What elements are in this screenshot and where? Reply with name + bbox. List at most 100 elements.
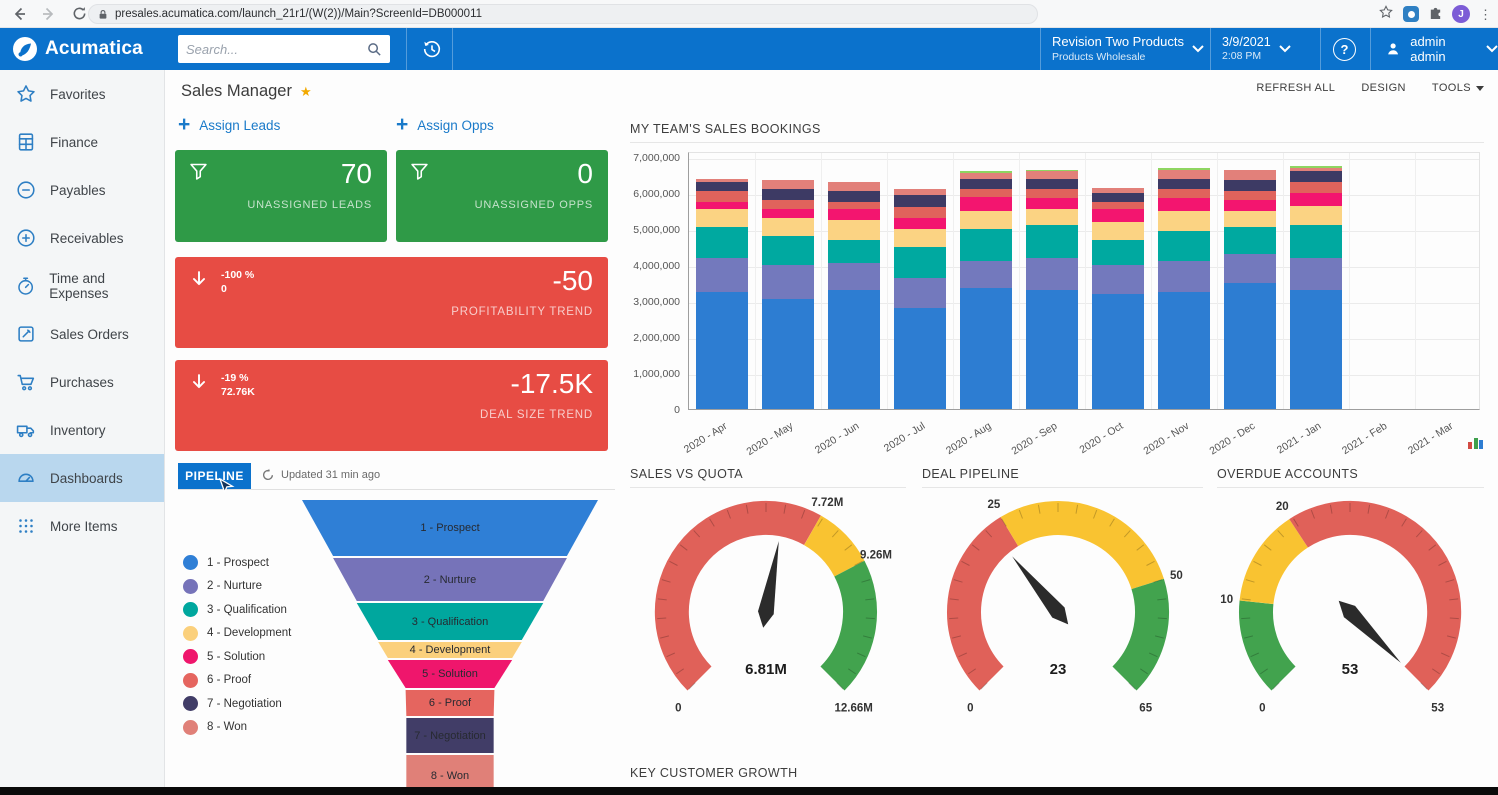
bar-segment-2-nurture[interactable] <box>960 261 1012 289</box>
legend-item[interactable]: 4 - Development <box>183 622 291 646</box>
bar-segment-6-proof[interactable] <box>696 191 748 202</box>
bar-segment-8-won[interactable] <box>696 178 748 183</box>
refresh-icon[interactable] <box>261 468 275 482</box>
bar-segment-2-nurture[interactable] <box>1158 261 1210 292</box>
bar-segment-4-development[interactable] <box>1158 211 1210 231</box>
bar-segment-4-development[interactable] <box>762 218 814 237</box>
bar-segment-7-negotiation[interactable] <box>696 182 748 192</box>
bar-segment-6-proof[interactable] <box>1158 189 1210 199</box>
bar-segment-5-solution[interactable] <box>1290 193 1342 206</box>
bar-segment-6-proof[interactable] <box>762 200 814 210</box>
sidebar-item-dashboards[interactable]: Dashboards <box>0 454 164 502</box>
bar-segment-2-nurture[interactable] <box>1224 254 1276 283</box>
sidebar-item-favorites[interactable]: Favorites <box>0 70 164 118</box>
bar-segment-8-won[interactable] <box>762 180 814 190</box>
bar-segment-1-prospect[interactable] <box>762 299 814 409</box>
bar-segment-6-proof[interactable] <box>1092 202 1144 210</box>
legend-item[interactable]: 8 - Won <box>183 716 291 740</box>
bar-segment-1-prospect[interactable] <box>828 290 880 409</box>
bar-segment-5-solution[interactable] <box>696 202 748 210</box>
bar-segment-other[interactable] <box>1158 167 1210 170</box>
extensions-puzzle-icon[interactable] <box>1428 4 1443 24</box>
address-bar[interactable]: presales.acumatica.com/launch_21r1/(W(2)… <box>88 4 1038 24</box>
bar-segment-3-qualification[interactable] <box>960 229 1012 262</box>
tenant-selector[interactable]: Revision Two Products Products Wholesale <box>1052 28 1204 70</box>
sidebar-item-receivables[interactable]: Receivables <box>0 214 164 262</box>
refresh-all-button[interactable]: REFRESH ALL <box>1256 82 1336 94</box>
browser-reload-icon[interactable] <box>68 3 90 25</box>
funnel-segment[interactable]: 3 - Qualification <box>356 603 544 640</box>
bar-segment-3-qualification[interactable] <box>828 239 880 264</box>
sales-vs-quota-gauge[interactable]: 0 7.72M 9.26M 12.66M 6.81M <box>628 492 908 727</box>
assign-opps-button[interactable]: + Assign Opps <box>396 114 494 135</box>
funnel-segment[interactable]: 2 - Nurture <box>333 558 567 601</box>
kpi-profitability-trend[interactable]: -100 % 0 -50 PROFITABILITY TREND <box>175 257 608 348</box>
bar-segment-3-qualification[interactable] <box>762 236 814 265</box>
sidebar-item-inventory[interactable]: Inventory <box>0 406 164 454</box>
bar-segment-8-won[interactable] <box>1158 169 1210 179</box>
help-button[interactable]: ? <box>1333 28 1356 70</box>
browser-profile-avatar[interactable]: J <box>1452 5 1470 23</box>
sidebar-item-payables[interactable]: Payables <box>0 166 164 214</box>
date-time-selector[interactable]: 3/9/2021 2:08 PM <box>1222 28 1291 70</box>
bar-segment-7-negotiation[interactable] <box>762 189 814 201</box>
bar-segment-8-won[interactable] <box>828 182 880 192</box>
bar-segment-4-development[interactable] <box>894 229 946 247</box>
bar-segment-1-prospect[interactable] <box>1290 290 1342 409</box>
sidebar-item-time-and-expenses[interactable]: Time and Expenses <box>0 262 164 310</box>
legend-item[interactable]: 2 - Nurture <box>183 575 291 599</box>
chart-type-icon[interactable] <box>1468 436 1484 449</box>
bookmark-star-icon[interactable] <box>1378 4 1394 25</box>
bar-segment-4-development[interactable] <box>1092 221 1144 240</box>
bar-segment-2-nurture[interactable] <box>1026 257 1078 291</box>
user-menu[interactable]: admin admin <box>1384 28 1498 70</box>
browser-menu-icon[interactable]: ⋮ <box>1479 6 1492 22</box>
bar-segment-1-prospect[interactable] <box>1158 292 1210 409</box>
design-button[interactable]: DESIGN <box>1361 82 1406 94</box>
bar-segment-3-qualification[interactable] <box>1092 239 1144 265</box>
bar-segment-8-won[interactable] <box>1026 171 1078 179</box>
bar-segment-5-solution[interactable] <box>1026 198 1078 210</box>
bar-segment-2-nurture[interactable] <box>696 257 748 292</box>
overdue-accounts-gauge[interactable]: 0 10 20 53 53 <box>1212 492 1492 727</box>
bar-segment-2-nurture[interactable] <box>762 265 814 300</box>
deal-pipeline-gauge[interactable]: 0 25 50 65 23 <box>920 492 1200 727</box>
bar-segment-5-solution[interactable] <box>828 209 880 220</box>
bar-segment-3-qualification[interactable] <box>1026 225 1078 258</box>
tab-pipeline[interactable]: PIPELINE <box>178 463 251 489</box>
business-date-button[interactable] <box>412 28 452 70</box>
bar-segment-7-negotiation[interactable] <box>1158 178 1210 190</box>
browser-forward-icon[interactable] <box>38 3 60 25</box>
bar-segment-7-negotiation[interactable] <box>1290 171 1342 183</box>
funnel-segment[interactable]: 6 - Proof <box>405 690 495 716</box>
legend-item[interactable]: 5 - Solution <box>183 645 291 669</box>
bar-segment-other[interactable] <box>960 171 1012 174</box>
funnel-segment[interactable]: 8 - Won <box>406 755 494 787</box>
assign-leads-button[interactable]: + Assign Leads <box>178 114 280 135</box>
bar-segment-4-development[interactable] <box>1290 205 1342 226</box>
bar-segment-2-nurture[interactable] <box>1290 257 1342 291</box>
funnel-segment[interactable]: 4 - Development <box>378 642 522 658</box>
legend-item[interactable]: 6 - Proof <box>183 669 291 693</box>
bar-segment-6-proof[interactable] <box>894 207 946 219</box>
bar-segment-3-qualification[interactable] <box>1158 230 1210 262</box>
bar-segment-5-solution[interactable] <box>1158 198 1210 211</box>
bookings-chart[interactable] <box>688 152 1480 410</box>
bar-segment-1-prospect[interactable] <box>1224 283 1276 409</box>
search-input[interactable] <box>186 41 367 57</box>
bar-segment-7-negotiation[interactable] <box>1224 180 1276 192</box>
bar-segment-2-nurture[interactable] <box>894 277 946 309</box>
bar-segment-other[interactable] <box>1026 169 1078 172</box>
bar-segment-1-prospect[interactable] <box>1026 290 1078 409</box>
search-icon[interactable] <box>367 42 382 57</box>
bar-segment-7-negotiation[interactable] <box>1092 193 1144 202</box>
bar-segment-8-won[interactable] <box>1092 187 1144 193</box>
bar-segment-5-solution[interactable] <box>762 209 814 219</box>
favorite-star-icon[interactable]: ★ <box>299 84 312 99</box>
bar-segment-5-solution[interactable] <box>960 196 1012 211</box>
bar-segment-5-solution[interactable] <box>894 218 946 229</box>
bar-segment-8-won[interactable] <box>894 189 946 195</box>
bar-segment-5-solution[interactable] <box>1092 209 1144 222</box>
bar-segment-7-negotiation[interactable] <box>894 194 946 208</box>
bar-segment-6-proof[interactable] <box>1026 189 1078 199</box>
